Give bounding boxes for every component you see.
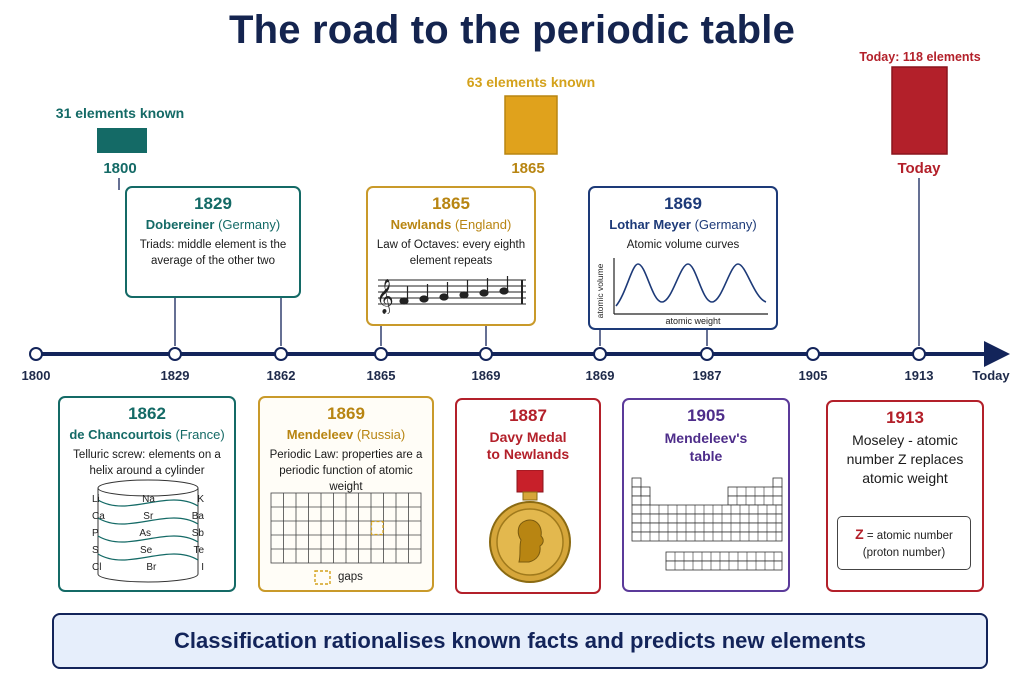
card-mendeleev-table: 1905 Mendeleev's table	[622, 398, 790, 592]
tick-label: 1862	[266, 368, 296, 383]
card-name: Mendeleev (Russia)	[286, 427, 406, 442]
card-desc: Periodic Law: properties are a periodic …	[269, 449, 423, 493]
tick-label: 1913	[904, 368, 934, 383]
card-mendeleev: 1869 Mendeleev (Russia) Periodic Law: pr…	[258, 396, 434, 592]
marker-year-1865: 1865	[511, 160, 545, 177]
gap-legend-label: gaps	[338, 571, 363, 583]
element-cell: Se	[139, 545, 153, 556]
card-year: 1865	[432, 194, 470, 213]
tick-label: 1865	[366, 368, 396, 383]
marker-block-today	[891, 66, 948, 155]
tick-label: 1869	[471, 368, 501, 383]
tick-label: 1987	[692, 368, 722, 383]
card-name: Lothar Meyer (Germany)	[609, 217, 757, 232]
marker-label-1800: 31 elements known	[55, 105, 185, 121]
element-cell: Cl	[92, 562, 102, 573]
tick-label: 1829	[160, 368, 190, 383]
curve-xlabel: atomic weight	[665, 316, 721, 326]
marker-year-today: Today	[897, 160, 941, 177]
tick-label: 1800	[21, 368, 51, 383]
element-cell: Ba	[191, 511, 204, 522]
card-davy-medal: 1887 Davy Medal to Newlands	[455, 398, 601, 594]
element-cell: K	[197, 494, 204, 505]
tick-dot	[274, 347, 288, 361]
element-cell: Sr	[143, 511, 154, 522]
card-year: 1862	[128, 404, 166, 423]
card-desc: Atomic volume curves	[626, 239, 740, 251]
element-grid: Li Na K Ca Sr Ba P As Sb S Se Te Cl Br I	[92, 494, 204, 579]
tick-dot	[806, 347, 820, 361]
card-year: 1869	[664, 194, 702, 213]
card-year: 1887	[509, 406, 547, 425]
card-name: Mendeleev's table	[664, 430, 748, 464]
medal-icon	[489, 470, 571, 583]
element-cell: I	[201, 562, 204, 573]
element-cell: Te	[193, 545, 204, 556]
z-subnote: (proton number)	[862, 547, 946, 559]
marker-year-1800: 1800	[103, 160, 137, 177]
card-name: Dobereiner (Germany)	[145, 217, 281, 232]
card-year: 1913	[886, 408, 924, 427]
summary-banner: Classification rationalises known facts …	[52, 613, 988, 669]
tick-dot	[479, 347, 493, 361]
curve-ylabel: atomic volume	[595, 263, 605, 319]
marker-label-today: Today: 118 elements	[859, 50, 981, 64]
cylinder-helix-icon	[97, 479, 199, 583]
mendeleev-grid-icon	[270, 492, 422, 564]
card-year: 1829	[194, 194, 232, 213]
z-symbol: Z	[855, 526, 864, 542]
card-dobereiner: 1829 Dobereiner (Germany) Triads: middle…	[125, 186, 301, 298]
card-year: 1905	[687, 406, 725, 425]
element-cell: Br	[146, 562, 157, 573]
card-desc: Law of Octaves: every eighth element rep…	[376, 239, 526, 267]
tick-dot	[700, 347, 714, 361]
card-moseley: 1913 Moseley - atomic number Z replaces …	[826, 400, 984, 592]
marker-block-1865	[504, 95, 558, 155]
element-cell: Sb	[191, 528, 204, 539]
card-year: 1869	[327, 404, 365, 423]
element-cell: As	[139, 528, 152, 539]
tick-dot	[29, 347, 43, 361]
tick-label: 1905	[798, 368, 828, 383]
card-name: Newlands (England)	[390, 217, 512, 232]
card-name: Davy Medal to Newlands	[486, 429, 570, 462]
element-cell: S	[92, 545, 99, 556]
tick-dot	[912, 347, 926, 361]
axis-arrowhead	[984, 341, 1010, 367]
tick-label: 1869	[585, 368, 615, 383]
element-cell: Ca	[92, 511, 105, 522]
element-cell: Li	[92, 494, 100, 505]
music-staff-icon: 𝄞	[376, 276, 526, 314]
card-name: de Chancourtois (France)	[69, 427, 225, 442]
periodic-table-icon	[631, 477, 783, 571]
tick-dot	[168, 347, 182, 361]
card-name: Moseley - atomic number Z replaces atomi…	[846, 432, 964, 486]
card-newlands: 1865 Newlands (England) Law of Octaves: …	[366, 186, 536, 326]
svg-text:𝄞: 𝄞	[376, 279, 394, 314]
marker-label-1865: 63 elements known	[466, 74, 596, 90]
atomic-volume-curve	[613, 258, 768, 315]
element-cell: P	[92, 528, 99, 539]
element-cell: Na	[142, 494, 155, 505]
card-lothar-meyer: 1869 Lothar Meyer (Germany) Atomic volum…	[588, 186, 778, 330]
z-definition-box: Z = atomic number (proton number)	[837, 516, 971, 570]
card-de-chancourtois: 1862 de Chancourtois (France) Telluric s…	[58, 396, 236, 592]
axis-end-label: Today	[972, 368, 1010, 383]
card-desc: Telluric screw: elements on a helix arou…	[73, 449, 221, 477]
tick-dot	[374, 347, 388, 361]
z-definition: = atomic number	[866, 530, 953, 542]
marker-block-1800	[97, 128, 147, 153]
gap-legend-icon	[314, 570, 331, 585]
page-title: The road to the periodic table	[228, 8, 796, 52]
card-desc: Triads: middle element is the average of…	[139, 239, 287, 267]
tick-dot	[593, 347, 607, 361]
